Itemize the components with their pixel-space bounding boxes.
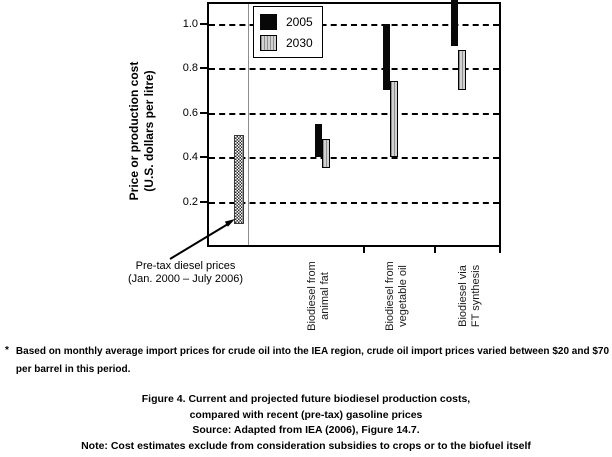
legend: 2005 2030 — [253, 6, 323, 58]
caption-line2: compared with recent (pre-tax) gasoline … — [189, 408, 423, 421]
x-tick-1 — [434, 247, 436, 253]
y-tick-0.2 — [200, 200, 207, 203]
y-axis-title: Price or production cost (U.S. dollars p… — [127, 46, 157, 216]
legend-swatch-2005 — [260, 13, 277, 30]
x-category-label-0: Biodiesel from animal fat — [306, 251, 332, 341]
range-bar-2005-category-1 — [383, 23, 390, 91]
footnote: * Based on monthly average import prices… — [5, 343, 609, 379]
x-category-label-1-line2: vegetable oil — [397, 265, 409, 327]
legend-label-2005: 2005 — [286, 14, 313, 29]
range-bar-2005-category-2 — [451, 0, 458, 46]
caption-line3: Source: Adapted from IEA (2006), Figure … — [192, 424, 420, 436]
legend-swatch-2030 — [260, 34, 277, 51]
plot-area — [207, 0, 501, 247]
gridline-0.6 — [209, 112, 499, 115]
range-bar-2030-category-2 — [458, 50, 466, 91]
caption-line1: Figure 4. Current and projected future b… — [141, 393, 471, 405]
x-tick-0 — [363, 247, 365, 253]
reference-bar-pretax-diesel — [234, 134, 244, 224]
footnote-asterisk: * — [5, 345, 9, 356]
y-axis-title-line1: Price or production cost — [127, 61, 141, 201]
caption-line4: Note: Cost estimates exclude from consid… — [81, 439, 531, 452]
x-tick-2 — [499, 247, 501, 253]
range-bar-2030-category-0 — [322, 139, 330, 169]
range-bar-2005-category-0 — [315, 123, 322, 157]
gridline-1.0 — [209, 23, 499, 26]
y-tick-1.0 — [200, 22, 207, 25]
y-tick-0.4 — [200, 156, 207, 158]
y-tick-0.6 — [200, 111, 207, 114]
x-category-label-2-line2: FT synthesis — [470, 264, 482, 328]
column-separator — [248, 4, 249, 245]
legend-label-2030: 2030 — [286, 35, 313, 50]
y-tick-label-0.8: 0.8 — [182, 62, 198, 74]
annotation-pretax-diesel: Pre-tax diesel prices (Jan. 2000 – July … — [88, 260, 283, 286]
footnote-line2: per barrel in this period. — [15, 364, 131, 375]
gridline-0.8 — [209, 68, 499, 70]
y-tick-0.8 — [200, 67, 207, 69]
x-category-label-0-line2: animal fat — [319, 272, 331, 320]
annotation-arrow — [169, 219, 235, 260]
footnote-line1: Based on monthly average import prices f… — [15, 346, 610, 357]
y-tick-label-0.2: 0.2 — [182, 195, 198, 208]
y-tick-label-1.0: 1.0 — [182, 17, 198, 30]
y-tick-label-0.6: 0.6 — [182, 106, 198, 119]
annotation-line1: Pre-tax diesel prices — [135, 260, 236, 272]
x-category-label-2-line1: Biodiesel via — [457, 265, 469, 327]
legend-row-2030: 2030 — [260, 32, 322, 53]
y-axis-title-line2: (U.S. dollars per litre) — [142, 70, 156, 192]
x-category-label-1: Biodiesel from vegetable oil — [384, 251, 410, 341]
legend-row-2005: 2005 — [260, 11, 322, 32]
x-category-label-1-line1: Biodiesel from — [384, 261, 396, 331]
y-tick-label-0.4: 0.4 — [182, 151, 198, 163]
x-category-label-2: Biodiesel via FT synthesis — [457, 251, 483, 341]
range-bar-2030-category-1 — [390, 81, 398, 157]
x-category-label-0-line1: Biodiesel from — [306, 261, 318, 331]
gridline-0.2 — [209, 201, 499, 204]
annotation-line2: (Jan. 2000 – July 2006) — [128, 273, 243, 285]
gridline-0.4 — [209, 157, 499, 159]
figure-caption: Figure 4. Current and projected future b… — [0, 392, 612, 454]
footnote-text: Based on monthly average import prices f… — [16, 343, 609, 379]
